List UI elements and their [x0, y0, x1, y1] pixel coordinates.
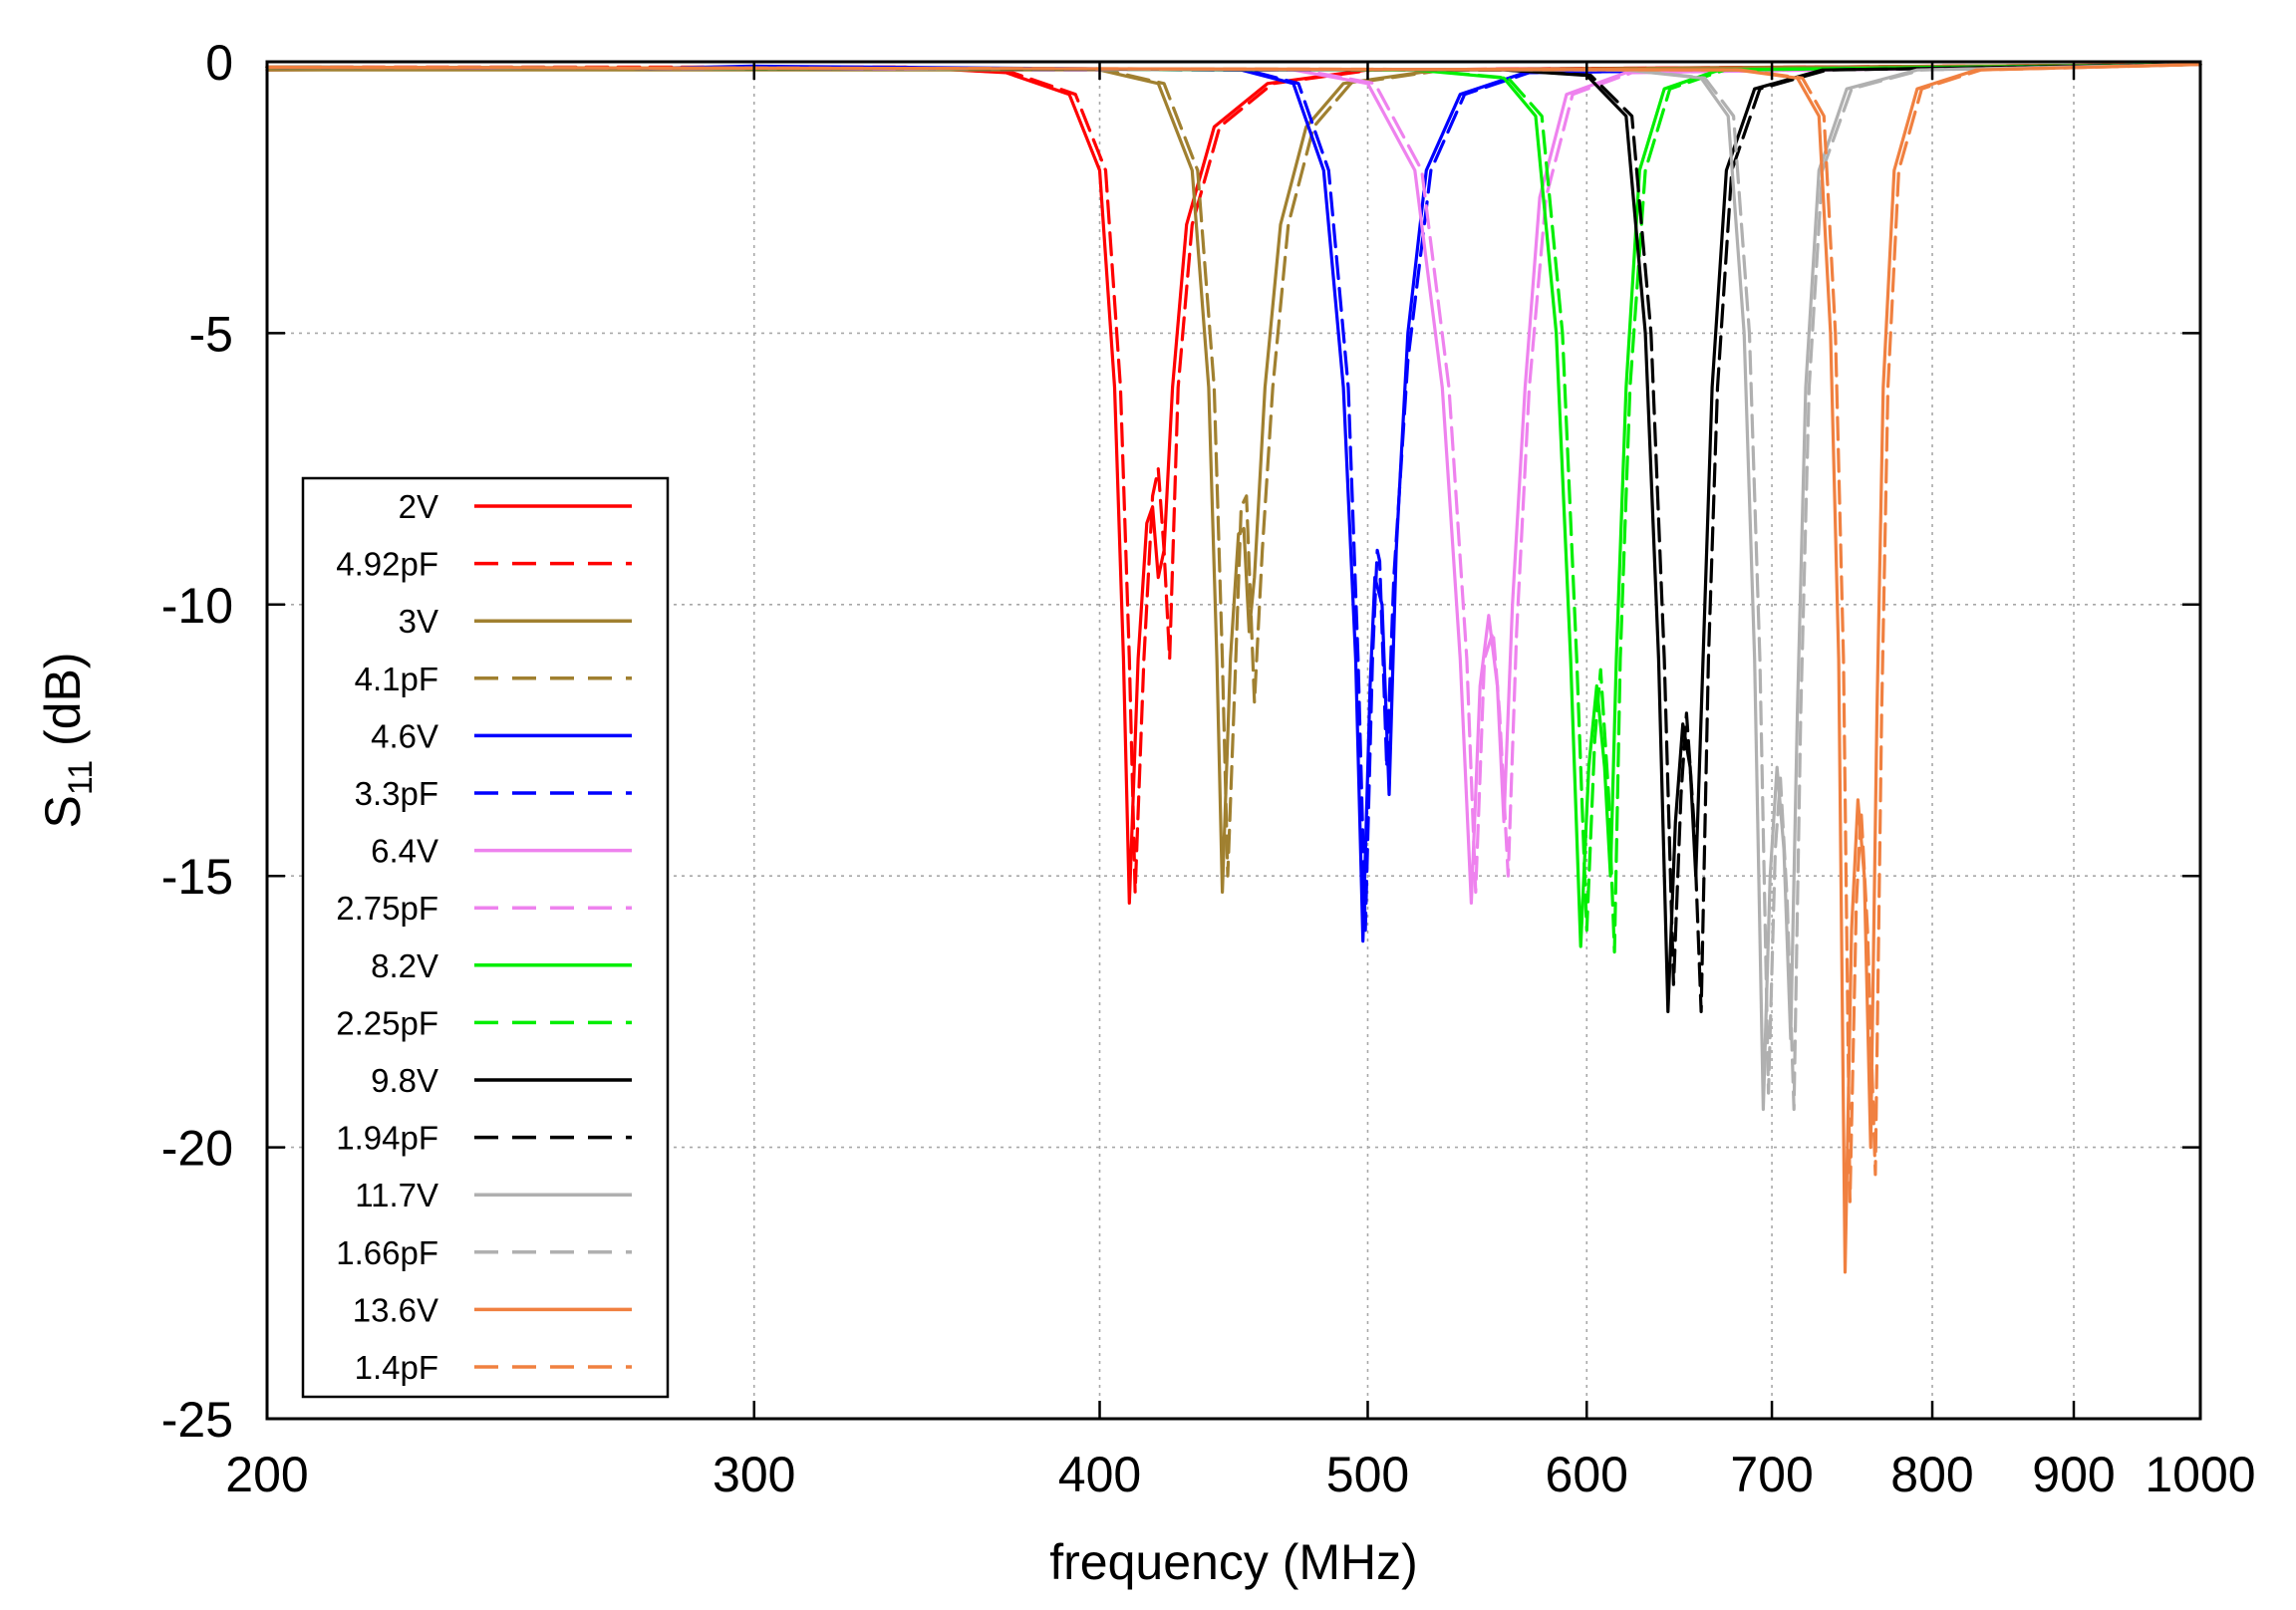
legend-label: 2V [399, 488, 438, 525]
legend-label: 11.7V [355, 1177, 438, 1213]
series-line-1-94pF [265, 63, 2202, 1013]
plot-frame [265, 60, 2202, 1421]
series-line-4-1pF [265, 63, 2202, 878]
series-line-2V [265, 63, 2202, 905]
x-tick-label: 800 [1890, 1447, 1973, 1502]
legend-label: 2.75pF [336, 890, 438, 927]
y-tick-label: -15 [161, 849, 233, 905]
series-line-11-7V [265, 63, 2202, 1112]
legend-label: 1.4pF [355, 1349, 438, 1386]
legend-label: 8.2V [371, 947, 438, 984]
legend-label: 3.3pF [355, 775, 438, 812]
y-tick-label: -20 [161, 1121, 233, 1177]
legend-label: 6.4V [371, 833, 438, 870]
plot-series [265, 63, 2202, 1274]
x-tick-label: 700 [1730, 1447, 1813, 1502]
legend-label: 4.92pF [336, 546, 438, 583]
x-tick-label: 600 [1546, 1447, 1628, 1502]
legend: 2V 4.92pF 3V 4.1pF 4.6V 3.3pF 6.4V 2.75pF 8.2V 2.… [301, 476, 670, 1399]
series-line-8-2V [265, 63, 2202, 948]
x-tick-label: 500 [1326, 1447, 1409, 1502]
legend-items: 2V 4.92pF 3V 4.1pF 4.6V 3.3pF 6.4V 2.75pF 8.2V 2.… [336, 488, 632, 1386]
x-tick-label: 200 [225, 1447, 308, 1502]
x-axis-label: frequency (MHz) [1049, 1534, 1418, 1590]
legend-label: 1.66pF [336, 1234, 438, 1271]
series-line-6-4V [265, 63, 2202, 905]
legend-label: 2.25pF [336, 1004, 438, 1041]
y-tick-label: -25 [161, 1392, 233, 1448]
x-tick-label: 300 [713, 1447, 795, 1502]
y-tick-label: -5 [189, 306, 233, 362]
legend-label: 1.94pF [336, 1120, 438, 1157]
y-tick-label: -10 [161, 578, 233, 634]
series-line-1-4pF [265, 63, 2202, 1204]
legend-label: 4.1pF [355, 661, 438, 697]
series-line-4-92pF [265, 63, 2202, 895]
x-tick-labels: 200 300 400 500 600 700 800 900 1000 [225, 1447, 2255, 1502]
series-line-13-6V [265, 63, 2202, 1274]
series-line-3-3pF [265, 63, 2202, 933]
y-tick-label: 0 [205, 35, 233, 91]
series-line-2-25pF [265, 63, 2202, 954]
legend-label: 3V [399, 603, 438, 640]
legend-label: 13.6V [353, 1291, 438, 1328]
series-line-1-66pF [265, 63, 2202, 1112]
x-tick-label: 1000 [2145, 1447, 2255, 1502]
y-axis-label: S11 (dB) [35, 652, 100, 828]
legend-label: 9.8V [371, 1062, 438, 1099]
legend-label: 4.6V [371, 717, 438, 754]
y-axis-label-unit: (dB) [35, 652, 91, 759]
legend-box [301, 476, 670, 1399]
y-tick-labels: 0 -5 -10 -15 -20 -25 [161, 35, 233, 1448]
x-tick-label: 400 [1058, 1447, 1141, 1502]
x-tick-label: 900 [2032, 1447, 2115, 1502]
y-axis-label-subscript: 11 [62, 760, 100, 795]
y-axis-label-main: S [35, 795, 91, 828]
